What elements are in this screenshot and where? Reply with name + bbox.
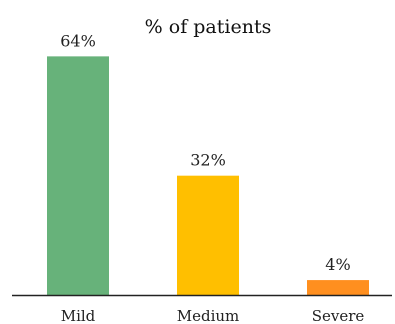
bar-severe — [307, 280, 369, 295]
category-label-severe: Severe — [312, 307, 365, 324]
chart-title: % of patients — [145, 16, 272, 38]
value-labels-layer: 64% 32% 4% — [60, 31, 350, 274]
value-label-medium: 32% — [190, 151, 226, 170]
bars-layer — [47, 56, 369, 295]
category-label-medium: Medium — [177, 307, 240, 324]
bar-medium — [177, 175, 239, 295]
category-label-mild: Mild — [61, 307, 96, 324]
category-labels-layer: Mild Medium Severe — [61, 307, 365, 324]
value-label-severe: 4% — [325, 255, 350, 274]
bar-mild — [47, 56, 109, 295]
value-label-mild: 64% — [60, 31, 96, 50]
